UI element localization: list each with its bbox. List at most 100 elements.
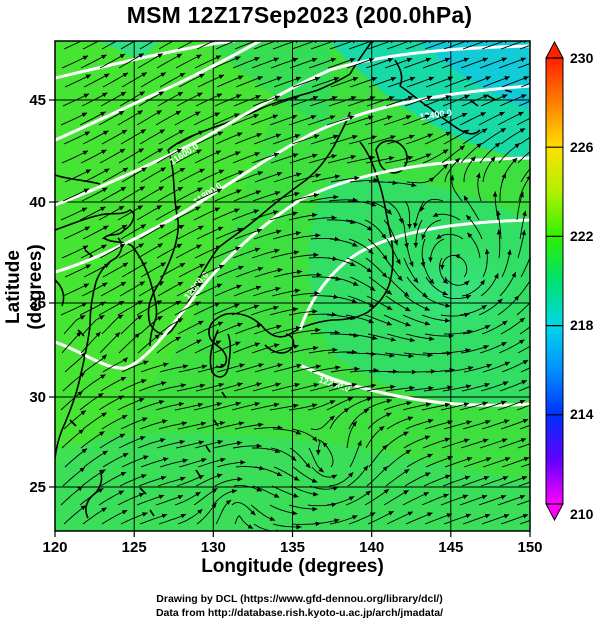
streamline [231, 113, 259, 126]
streamline [480, 94, 508, 107]
colorbar-tick-218: 218 [570, 317, 594, 333]
streamline [327, 57, 356, 69]
streamline [519, 424, 530, 430]
streamline [271, 382, 301, 392]
streamline [364, 219, 387, 240]
streamline [460, 438, 489, 449]
streamline [119, 91, 146, 107]
streamline [272, 230, 302, 240]
streamline [269, 211, 298, 221]
streamline [460, 345, 489, 354]
streamline [413, 219, 423, 248]
streamline [288, 504, 318, 512]
streamline [405, 333, 435, 342]
streamline [118, 436, 146, 449]
streamline [290, 485, 319, 497]
streamline [461, 94, 489, 107]
streamline [385, 385, 415, 392]
streamline [425, 367, 455, 373]
streamline [62, 188, 90, 202]
streamline [235, 363, 264, 373]
streamline [423, 474, 451, 487]
streamline [384, 257, 403, 282]
streamline [330, 332, 359, 338]
streamline [289, 447, 311, 469]
streamline [462, 41, 491, 50]
streamline [383, 314, 411, 327]
streamline [290, 192, 320, 202]
streamline [346, 257, 373, 273]
streamline [432, 212, 461, 221]
streamline [348, 512, 376, 525]
streamline [478, 111, 505, 126]
streamline [216, 170, 244, 183]
streamline [329, 515, 358, 525]
map-title: MSM 12Z17Sep2023 (200.0hPa) [126, 2, 473, 28]
streamline [137, 148, 164, 164]
streamline [99, 148, 126, 164]
streamline [194, 150, 222, 164]
streamline [60, 112, 88, 126]
streamline [63, 226, 91, 240]
streamline [347, 295, 375, 308]
streamline [82, 507, 107, 525]
streamline [291, 134, 320, 145]
streamline [81, 282, 108, 297]
streamline [101, 41, 118, 50]
streamline [270, 57, 299, 69]
streamline [289, 57, 318, 69]
streamline [441, 145, 466, 164]
streamline [61, 331, 82, 354]
streamline [98, 395, 125, 411]
streamline [481, 419, 510, 430]
streamline [139, 513, 168, 525]
streamline [501, 76, 529, 88]
streamline [178, 168, 205, 183]
streamline [195, 188, 223, 202]
streamline [175, 339, 202, 354]
y-axis-label: Latitude (degrees) [3, 244, 46, 330]
streamline [387, 449, 412, 468]
streamline [346, 421, 358, 449]
streamline [482, 248, 490, 278]
streamline [461, 382, 490, 392]
streamline [385, 200, 404, 224]
streamline [80, 149, 107, 164]
streamline [517, 443, 530, 449]
streamline [231, 304, 260, 316]
streamline [419, 198, 444, 212]
streamline [328, 471, 354, 487]
streamline [459, 304, 488, 316]
streamline [196, 41, 224, 50]
streamline [140, 72, 167, 88]
streamline [291, 428, 318, 442]
streamline [253, 425, 283, 430]
streamline [368, 76, 397, 88]
streamline [444, 276, 470, 286]
streamline [478, 298, 503, 316]
lon-tick-145: 145 [438, 539, 463, 556]
colorbar-tick-210: 210 [570, 506, 594, 522]
streamline [233, 382, 262, 392]
streamline [121, 167, 148, 183]
streamline [121, 455, 149, 468]
streamline [139, 224, 166, 240]
lon-tick-125: 125 [122, 539, 147, 556]
streamline [98, 205, 125, 221]
streamline [120, 512, 148, 525]
streamline [516, 404, 530, 411]
streamline [174, 206, 201, 221]
colorbar-tick-222: 222 [570, 228, 594, 244]
streamline [98, 300, 125, 316]
streamline [519, 44, 530, 50]
streamline [79, 487, 104, 506]
streamline [366, 384, 396, 392]
streamline [121, 360, 149, 373]
streamline [348, 408, 370, 430]
streamline [462, 419, 491, 430]
streamline [216, 265, 244, 278]
streamline [158, 129, 185, 145]
streamline [520, 168, 530, 183]
streamline [497, 111, 524, 126]
streamline [520, 463, 530, 468]
